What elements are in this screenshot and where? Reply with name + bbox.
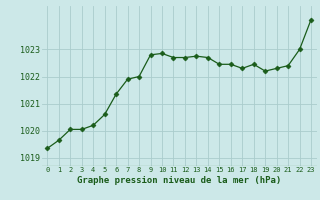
X-axis label: Graphe pression niveau de la mer (hPa): Graphe pression niveau de la mer (hPa) [77, 176, 281, 185]
